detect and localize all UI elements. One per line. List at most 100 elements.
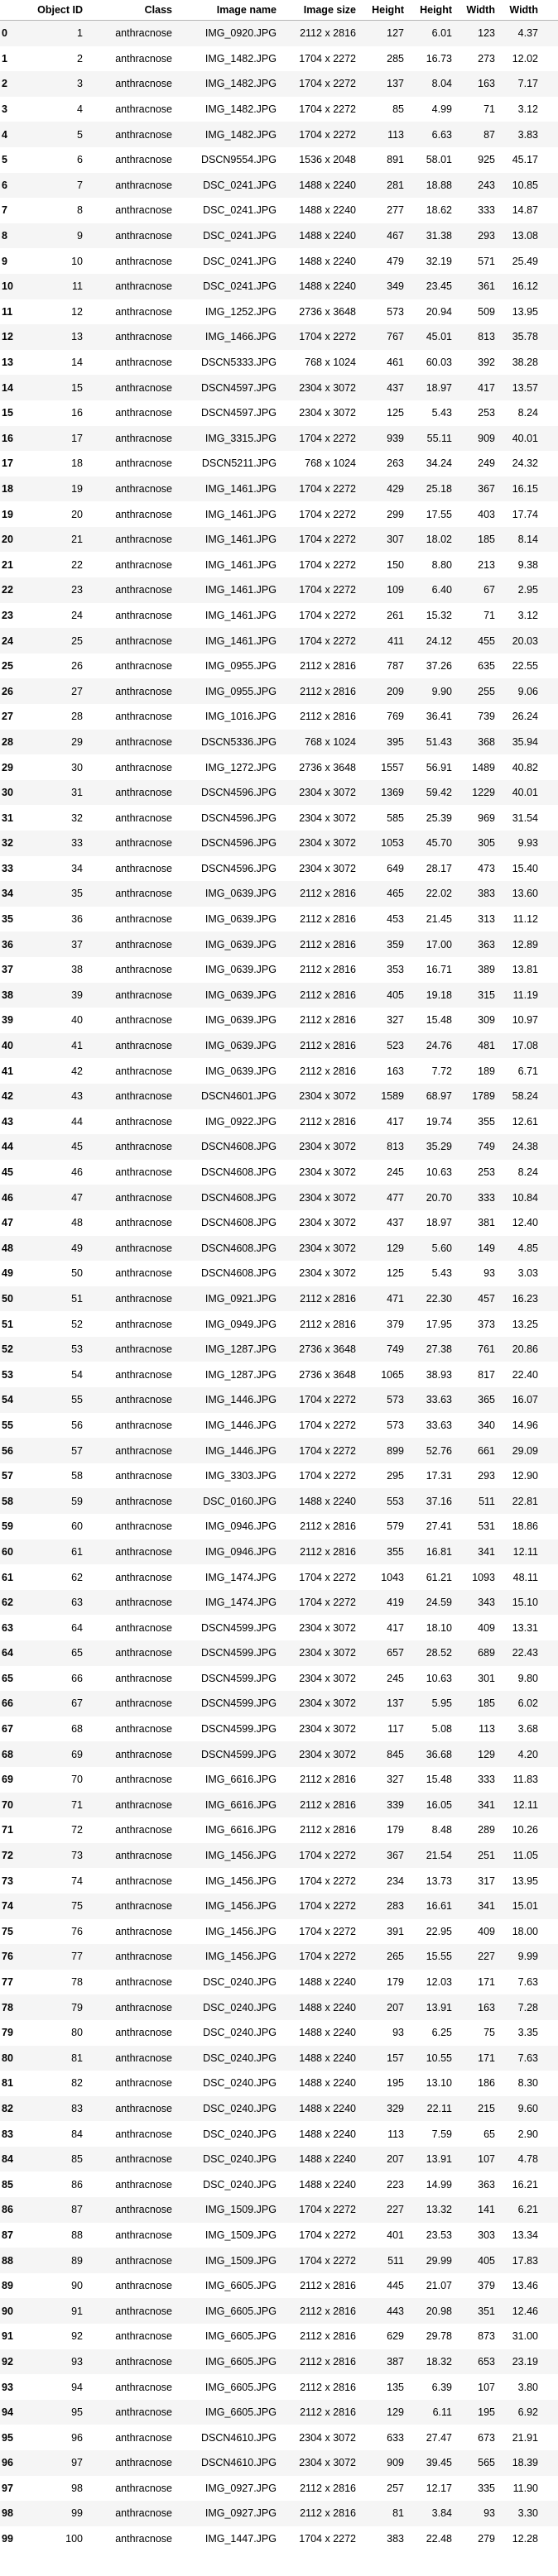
row-index: 53 <box>2 1368 13 1381</box>
width-px-header: Width <box>459 0 502 21</box>
table-row: 91 92 anthracnose IMG_6605.JPG 2112 x 2816 62… <box>0 2324 558 2349</box>
row-index: 32 <box>0 831 28 856</box>
row-index: 28 <box>0 729 28 755</box>
height-pct-cell: 6.25 <box>431 2027 452 2039</box>
class-cell: anthracnose <box>89 2501 179 2526</box>
area-cell: 9.56 <box>545 704 558 730</box>
area-cell: 8.48 <box>545 1488 558 1515</box>
image-name-cell: IMG_1447.JPG <box>204 2533 277 2545</box>
width-px-cell: 75 <box>483 2027 495 2039</box>
object-id-cell: 92 <box>71 2330 83 2343</box>
image-name-cell: IMG_1252.JPG <box>204 305 277 318</box>
image-size-cell: 2304 x 3072 <box>299 2431 356 2444</box>
width-px-cell: 163 <box>459 1994 502 2020</box>
class-cell: anthracnose <box>89 1134 179 1160</box>
row-index: 37 <box>2 964 13 976</box>
area-cell: 0.83 <box>545 552 558 577</box>
height-pct-cell: 24.59 <box>411 1589 459 1616</box>
image-size-cell: 2736 x 3648 <box>299 305 356 318</box>
height-pct-cell: 8.80 <box>431 558 452 571</box>
width-pct-cell: 16.15 <box>502 476 545 502</box>
row-index: 5 <box>2 154 7 166</box>
class-cell: anthracnose <box>115 1976 172 1989</box>
object-id-cell: 52 <box>71 1318 83 1330</box>
class-cell: anthracnose <box>89 273 179 299</box>
width-px-cell: 813 <box>459 324 502 350</box>
object-id-cell: 34 <box>71 862 83 874</box>
width-pct-cell: 40.82 <box>512 761 538 773</box>
object-id-cell: 10 <box>71 255 83 267</box>
width-pct-cell: 11.83 <box>512 1774 538 1786</box>
area-cell: 4.25 <box>545 2349 558 2375</box>
area-cell: 3.78 <box>545 273 558 299</box>
image-name-cell: IMG_6616.JPG <box>204 1774 277 1786</box>
width-px-cell: 565 <box>459 2450 502 2476</box>
image-size-cell: 1488 x 2240 <box>283 172 363 199</box>
height-pct-cell: 56.91 <box>426 761 452 773</box>
width-pct-cell: 9.93 <box>502 831 545 856</box>
width-pct-cell: 12.90 <box>512 1470 538 1482</box>
image-name-cell: IMG_1287.JPG <box>204 1368 277 1381</box>
width-px-cell: 171 <box>478 1976 495 1989</box>
height-px-cell: 437 <box>387 1217 404 1229</box>
image-size-cell: 1704 x 2272 <box>283 122 363 147</box>
class-cell: anthracnose <box>115 1217 172 1229</box>
image-size-cell: 1704 x 2272 <box>283 2197 363 2223</box>
height-pct-cell: 22.02 <box>411 881 459 907</box>
object-id-cell: 59 <box>28 1488 89 1515</box>
table-row: 41 42 anthracnose IMG_0639.JPG 2112 x 2816 16… <box>0 1058 558 1084</box>
width-px-cell: 107 <box>459 2146 502 2172</box>
height-px-cell: 327 <box>387 1014 404 1027</box>
class-cell: anthracnose <box>89 2146 179 2172</box>
row-index: 88 <box>0 2248 28 2273</box>
width-pct-cell: 12.11 <box>502 1792 545 1818</box>
table-row: 54 55 anthracnose IMG_1446.JPG 1704 x 2272 57… <box>0 1387 558 1413</box>
area-cell: 3.62 <box>545 1286 558 1312</box>
row-index: 71 <box>2 1824 13 1836</box>
image-size-cell: 1704 x 2272 <box>299 2533 356 2545</box>
row-index: 50 <box>0 1286 28 1312</box>
width-pct-cell: 31.00 <box>512 2330 538 2343</box>
height-pct-cell: 15.48 <box>426 1014 452 1027</box>
height-pct-cell: 18.97 <box>426 1217 452 1229</box>
class-cell: anthracnose <box>115 2077 172 2090</box>
width-pct-cell: 29.09 <box>502 1438 545 1463</box>
image-size-cell: 1704 x 2272 <box>299 1571 356 1583</box>
height-pct-cell: 5.43 <box>431 1267 452 1280</box>
header-row: Object ID Class Image name Image size He… <box>0 0 558 21</box>
object-id-cell: 38 <box>71 964 83 976</box>
image-size-cell: 2112 x 2816 <box>283 2349 363 2375</box>
width-pct-cell: 38.28 <box>512 357 538 369</box>
height-pct-cell: 45.70 <box>411 831 459 856</box>
height-px-cell: 257 <box>387 2482 404 2494</box>
table-row: 38 39 anthracnose IMG_0639.JPG 2112 x 2816 40… <box>0 982 558 1008</box>
width-px-cell: 1229 <box>459 779 502 806</box>
image-name-cell: IMG_0639.JPG <box>204 1065 277 1077</box>
width-pct-cell: 24.38 <box>502 1134 545 1160</box>
width-px-cell: 279 <box>478 2533 495 2545</box>
table-row: 3 4 anthracnose IMG_1482.JPG 1704 x 2272 85 4.… <box>0 97 558 122</box>
height-pct-cell: 17.55 <box>426 508 452 520</box>
class-cell: anthracnose <box>115 1115 172 1128</box>
row-index: 61 <box>2 1571 13 1583</box>
image-size-cell: 2112 x 2816 <box>300 1115 356 1128</box>
image-name-cell: DSCN4596.JPG <box>179 779 283 806</box>
height-px-cell: 845 <box>363 1741 411 1767</box>
height-px-cell: 157 <box>363 2045 411 2071</box>
object-id-cell: 93 <box>28 2349 89 2375</box>
area-cell: 23.23 <box>545 754 558 780</box>
object-id-cell: 58 <box>71 1470 83 1482</box>
class-cell: anthracnose <box>115 52 172 65</box>
image-name-cell: IMG_6605.JPG <box>179 2349 283 2375</box>
table-row: 11 12 anthracnose IMG_1252.JPG 2736 x 3648 57… <box>0 299 558 325</box>
height-px-cell: 899 <box>363 1438 411 1463</box>
height-pct-cell: 29.99 <box>411 2248 459 2273</box>
height-pct-cell: 28.17 <box>426 862 452 874</box>
height-pct-cell: 5.43 <box>431 407 452 419</box>
image-name-cell: DSCN4608.JPG <box>179 1235 283 1262</box>
height-px-cell: 85 <box>392 103 404 116</box>
height-pct-cell: 38.93 <box>426 1368 452 1381</box>
width-px-cell: 481 <box>459 1032 502 1059</box>
height-pct-cell: 13.91 <box>411 1994 459 2020</box>
image-name-cell: IMG_0946.JPG <box>204 1520 277 1533</box>
